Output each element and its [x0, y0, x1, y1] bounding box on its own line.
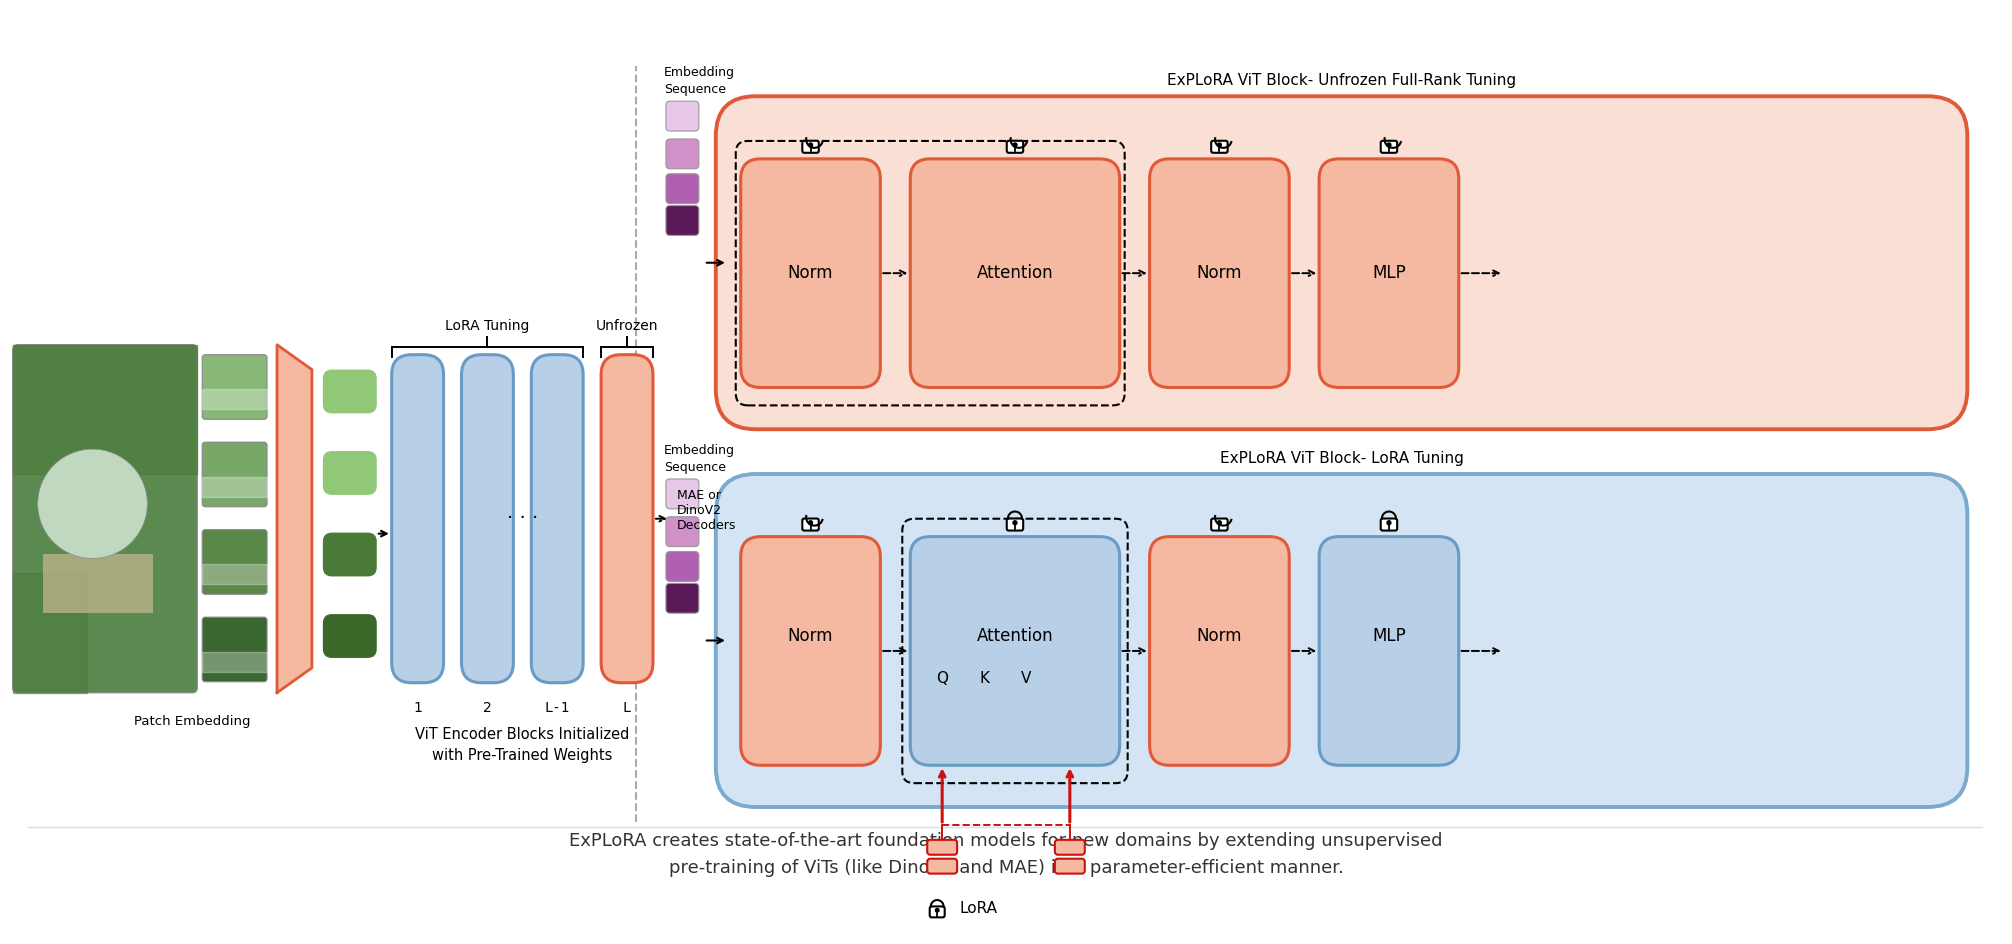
FancyBboxPatch shape — [666, 101, 698, 131]
FancyBboxPatch shape — [666, 583, 698, 614]
Text: 2: 2 — [483, 700, 491, 715]
FancyBboxPatch shape — [928, 840, 958, 854]
Text: Patch Embedding: Patch Embedding — [135, 715, 252, 728]
Circle shape — [809, 521, 813, 525]
FancyBboxPatch shape — [666, 516, 698, 547]
Circle shape — [1386, 521, 1390, 525]
Polygon shape — [278, 345, 312, 693]
Text: Norm: Norm — [789, 627, 833, 645]
FancyBboxPatch shape — [716, 96, 1968, 430]
FancyBboxPatch shape — [1054, 840, 1084, 854]
Circle shape — [1386, 143, 1390, 147]
Circle shape — [1012, 521, 1016, 525]
FancyBboxPatch shape — [740, 159, 881, 387]
FancyBboxPatch shape — [666, 551, 698, 582]
Text: L-1: L-1 — [545, 700, 569, 715]
FancyBboxPatch shape — [203, 530, 268, 595]
Text: LoRA Tuning: LoRA Tuning — [445, 319, 529, 333]
Text: LoRA: LoRA — [960, 901, 998, 916]
FancyBboxPatch shape — [666, 139, 698, 169]
Circle shape — [1217, 143, 1221, 147]
Text: MLP: MLP — [1372, 627, 1406, 645]
Circle shape — [936, 908, 940, 912]
FancyBboxPatch shape — [930, 906, 946, 918]
Text: Embedding
Sequence: Embedding Sequence — [664, 66, 734, 96]
Circle shape — [38, 449, 147, 559]
Circle shape — [809, 143, 813, 147]
FancyBboxPatch shape — [803, 141, 819, 153]
FancyBboxPatch shape — [909, 159, 1121, 387]
FancyBboxPatch shape — [1380, 141, 1396, 153]
Text: Norm: Norm — [1197, 264, 1241, 282]
Text: ExPLoRA creates state-of-the-art foundation models for new domains by extending : ExPLoRA creates state-of-the-art foundat… — [569, 832, 1443, 877]
Text: Norm: Norm — [1197, 627, 1241, 645]
Text: Attention: Attention — [976, 627, 1054, 645]
FancyBboxPatch shape — [324, 615, 376, 657]
FancyBboxPatch shape — [1211, 141, 1227, 153]
Text: ViT Encoder Blocks Initialized
with Pre-Trained Weights: ViT Encoder Blocks Initialized with Pre-… — [414, 728, 630, 764]
FancyBboxPatch shape — [1320, 536, 1459, 766]
FancyBboxPatch shape — [1006, 141, 1024, 153]
FancyBboxPatch shape — [1320, 159, 1459, 387]
FancyBboxPatch shape — [203, 617, 268, 682]
FancyBboxPatch shape — [1006, 518, 1024, 531]
Text: 1: 1 — [412, 700, 423, 715]
FancyBboxPatch shape — [928, 859, 958, 873]
FancyBboxPatch shape — [666, 206, 698, 235]
FancyBboxPatch shape — [324, 533, 376, 576]
Text: ExPLoRA ViT Block- LoRA Tuning: ExPLoRA ViT Block- LoRA Tuning — [1219, 451, 1463, 466]
FancyBboxPatch shape — [324, 452, 376, 494]
Text: Attention: Attention — [976, 264, 1054, 282]
FancyBboxPatch shape — [12, 345, 197, 693]
FancyBboxPatch shape — [392, 355, 443, 683]
FancyBboxPatch shape — [1211, 518, 1227, 531]
Text: MLP: MLP — [1372, 264, 1406, 282]
FancyBboxPatch shape — [803, 518, 819, 531]
FancyBboxPatch shape — [203, 442, 268, 507]
Text: MAE or
DinoV2
Decoders: MAE or DinoV2 Decoders — [676, 489, 736, 532]
FancyBboxPatch shape — [740, 536, 881, 766]
Text: Norm: Norm — [789, 264, 833, 282]
Text: · · ·: · · · — [507, 509, 537, 529]
Text: V: V — [1020, 671, 1030, 686]
FancyBboxPatch shape — [531, 355, 583, 683]
FancyBboxPatch shape — [324, 371, 376, 413]
FancyBboxPatch shape — [909, 536, 1121, 766]
Text: L: L — [624, 700, 632, 715]
Text: Q: Q — [936, 671, 948, 686]
FancyBboxPatch shape — [1380, 518, 1396, 531]
FancyBboxPatch shape — [1149, 159, 1290, 387]
FancyBboxPatch shape — [1149, 536, 1290, 766]
FancyBboxPatch shape — [666, 479, 698, 509]
FancyBboxPatch shape — [602, 355, 654, 683]
Text: K: K — [980, 671, 990, 686]
FancyBboxPatch shape — [461, 355, 513, 683]
FancyBboxPatch shape — [1054, 859, 1084, 873]
FancyBboxPatch shape — [716, 474, 1968, 807]
Circle shape — [1012, 143, 1016, 147]
Bar — [42, 553, 153, 614]
Bar — [62, 494, 113, 533]
FancyBboxPatch shape — [666, 174, 698, 204]
Circle shape — [1217, 521, 1221, 525]
Text: Embedding
Sequence: Embedding Sequence — [664, 445, 734, 474]
Text: ExPLoRA ViT Block- Unfrozen Full-Rank Tuning: ExPLoRA ViT Block- Unfrozen Full-Rank Tu… — [1167, 74, 1517, 89]
Text: Unfrozen: Unfrozen — [596, 319, 658, 333]
FancyBboxPatch shape — [203, 355, 268, 419]
